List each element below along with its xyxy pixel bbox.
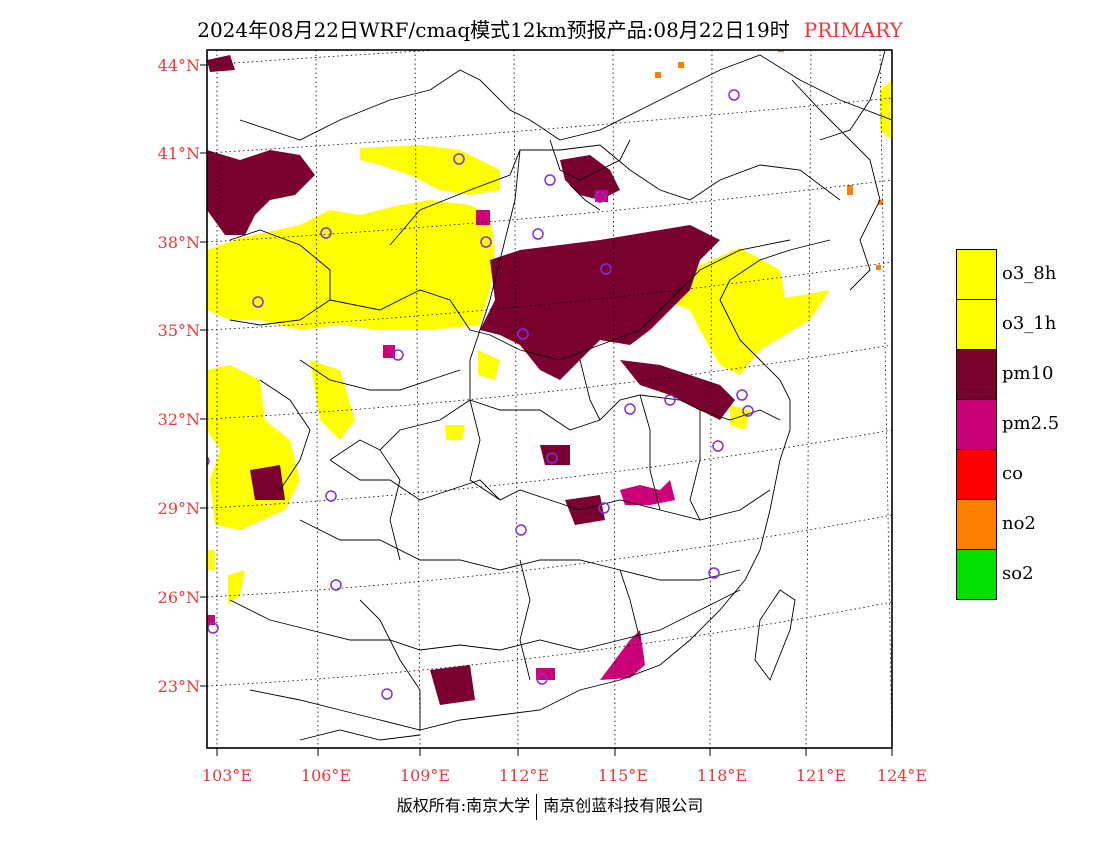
lon-label: 112°E	[498, 766, 550, 785]
copyright-right: 南京创蓝科技有限公司	[543, 796, 704, 815]
station-marker	[712, 440, 724, 452]
lat-label: 23°N	[157, 677, 200, 696]
station-marker	[207, 622, 219, 634]
station-marker	[325, 490, 337, 502]
station-marker	[330, 579, 342, 591]
station-marker	[207, 456, 210, 466]
station-marker	[546, 452, 558, 464]
graticule	[207, 50, 892, 748]
lat-label: 41°N	[157, 144, 200, 163]
station-marker	[664, 394, 676, 406]
lat-label: 26°N	[157, 588, 200, 607]
legend-label: no2	[1002, 513, 1036, 534]
lon-label: 118°E	[696, 766, 748, 785]
station-marker	[742, 405, 754, 417]
station-marker	[736, 389, 748, 401]
legend-label: so2	[1002, 563, 1034, 584]
copyright-left: 版权所有:南京大学	[396, 796, 531, 815]
lat-label: 44°N	[157, 56, 200, 75]
lat-label: 29°N	[157, 499, 200, 518]
station-marker	[544, 174, 556, 186]
legend-swatch	[956, 549, 997, 600]
station-marker	[252, 296, 264, 308]
station-marker	[598, 502, 610, 514]
legend-swatch	[956, 349, 997, 399]
lat-label: 38°N	[157, 233, 200, 252]
lon-label: 115°E	[597, 766, 649, 785]
footer-divider	[536, 793, 538, 820]
copyright-footer: 版权所有:南京大学 南京创蓝科技有限公司	[0, 792, 1100, 820]
station-marker	[594, 191, 606, 203]
legend-label: pm10	[1002, 363, 1054, 384]
station-marker	[320, 227, 332, 239]
legend-swatch	[956, 499, 997, 549]
legend-swatch	[956, 249, 997, 299]
lon-label: 121°E	[795, 766, 847, 785]
map-title: 2024年08月22日WRF/cmaq模式12km预报产品:08月22日19时 P…	[0, 14, 1100, 43]
legend-label: co	[1002, 463, 1023, 484]
legend-label: o3_8h	[1002, 263, 1057, 284]
boundaries	[229, 50, 892, 741]
legend-label: o3_1h	[1002, 313, 1057, 334]
lat-label: 35°N	[157, 321, 200, 340]
station-marker	[515, 524, 527, 536]
legend-swatch	[956, 299, 997, 349]
no2-specks	[655, 50, 883, 270]
legend-swatch	[956, 399, 997, 449]
station-marker	[392, 349, 404, 361]
legend-swatch	[956, 449, 997, 499]
title-tag: PRIMARY	[803, 18, 903, 42]
lat-label: 32°N	[157, 410, 200, 429]
station-marker	[536, 673, 548, 685]
lon-label: 109°E	[399, 766, 451, 785]
station-marker	[532, 228, 544, 240]
lon-label: 124°E	[876, 766, 928, 785]
tick-marks	[200, 64, 893, 756]
station-marker	[381, 688, 393, 700]
station-marker	[517, 328, 529, 340]
pm10-regions	[207, 55, 735, 705]
pm25-regions	[207, 190, 675, 680]
map-frame	[206, 49, 893, 749]
station-marker	[624, 403, 636, 415]
lon-label: 106°E	[300, 766, 352, 785]
legend-label: pm2.5	[1002, 413, 1060, 434]
station-markers	[207, 89, 754, 700]
station-marker	[728, 89, 740, 101]
station-marker	[600, 263, 612, 275]
lon-label: 103°E	[201, 766, 253, 785]
station-marker	[708, 567, 720, 579]
title-text: 2024年08月22日WRF/cmaq模式12km预报产品:08月22日19时	[197, 18, 790, 42]
station-marker	[453, 153, 465, 165]
station-marker	[480, 236, 492, 248]
